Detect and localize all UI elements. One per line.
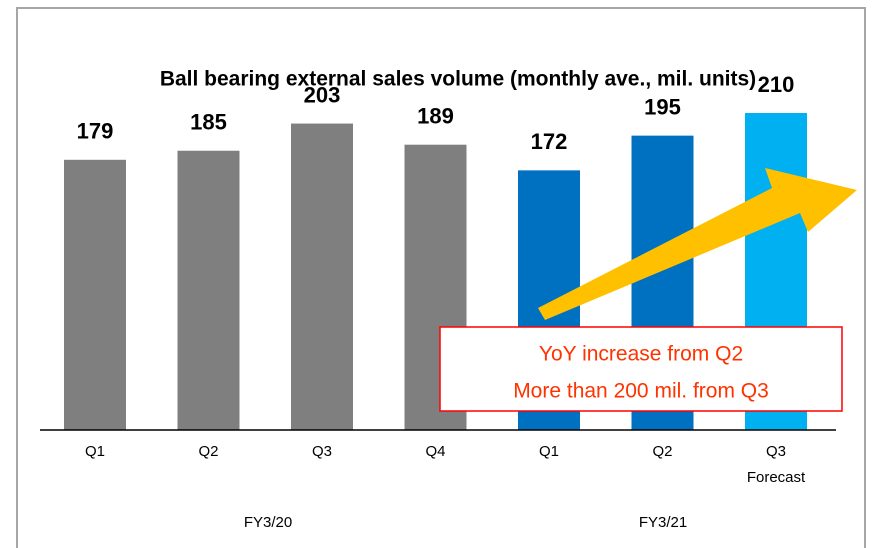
forecast-label: Forecast [747, 469, 806, 486]
group-label: FY3/20 [244, 514, 292, 531]
x-tick-label: Q2 [198, 443, 218, 460]
chart-title: Ball bearing external sales volume (mont… [160, 68, 756, 91]
frame [16, 7, 866, 548]
value-label: 203 [304, 82, 341, 107]
value-label: 185 [190, 110, 227, 135]
group-label: FY3/21 [639, 514, 687, 531]
bar [64, 159, 126, 431]
arrow [538, 168, 857, 320]
value-label: 172 [531, 129, 568, 154]
value-label: 210 [758, 72, 795, 97]
value-label: 179 [77, 119, 114, 144]
x-tick-label: Q3 [766, 443, 786, 460]
value-label: 189 [417, 104, 454, 129]
x-tick-label: Q1 [539, 443, 559, 460]
bar [177, 150, 240, 430]
value-label: 195 [644, 94, 681, 119]
annotation-box [439, 326, 843, 412]
annotation-line: More than 200 mil. from Q3 [513, 380, 769, 403]
bar [291, 123, 353, 431]
x-tick-label: Q4 [425, 443, 445, 460]
x-tick-label: Q3 [312, 443, 332, 460]
annotation-line: YoY increase from Q2 [539, 343, 743, 366]
x-tick-label: Q2 [652, 443, 672, 460]
x-tick-label: Q1 [85, 443, 105, 460]
